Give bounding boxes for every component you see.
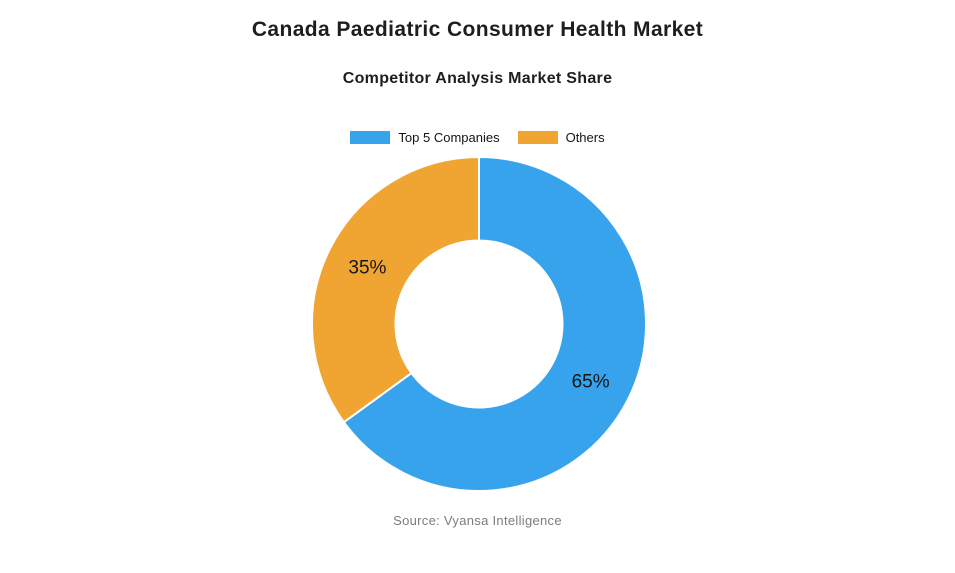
legend-swatch-top-5-companies [350,131,391,144]
legend-item-top-5-companies[interactable]: Top 5 Companies [350,130,500,145]
legend-swatch-others [517,131,558,144]
donut-chart-svg: 65% 35% [311,155,647,492]
legend-label: Top 5 Companies [398,130,500,145]
legend-label: Others [565,130,605,145]
chart-title: Canada Paediatric Consumer Health Market [251,18,704,41]
legend: Top 5 Companies Others [0,130,955,145]
chart-subtitle: Competitor Analysis Market Share [342,70,613,87]
donut-segment-others[interactable] [311,155,480,424]
legend-item-others[interactable]: Others [517,130,605,145]
source-note: Source: Vyansa Intelligence [393,513,562,528]
slice-label-others: 35% [348,258,386,279]
slice-label-top-5-companies: 65% [572,371,610,392]
donut-segment-top-5-companies[interactable] [342,155,647,492]
donut-chart: 65% 35% [309,154,649,494]
